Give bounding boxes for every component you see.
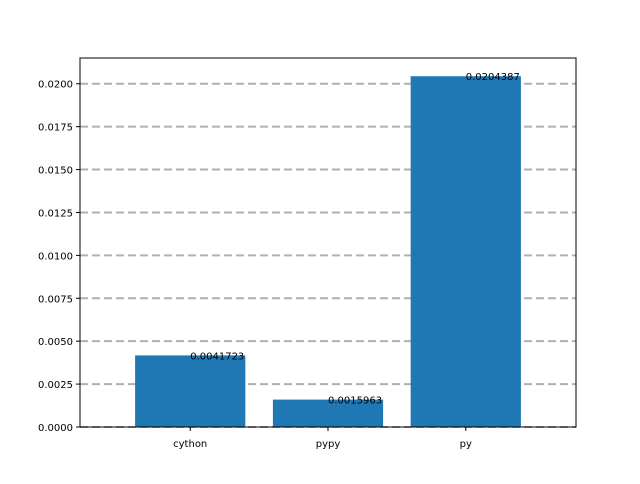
- y-tick-label: 0.0200: [38, 80, 73, 91]
- y-tick-label: 0.0100: [38, 251, 73, 262]
- data-labels: 0.0041723 0.0015963 0.0204387: [190, 72, 520, 406]
- bar-py: [410, 76, 521, 427]
- x-tick-label: pypy: [316, 439, 341, 450]
- y-tick-label: 0.0025: [38, 380, 73, 391]
- bar-pypy: [272, 399, 384, 427]
- x-axis-ticks: cython pypy py: [173, 427, 472, 450]
- data-label-cython: 0.0041723: [190, 351, 244, 362]
- y-tick-label: 0.0075: [38, 294, 73, 305]
- y-axis-ticks: 0.0000 0.0025 0.0050 0.0075 0.0100 0.0125 0.01…: [38, 80, 80, 434]
- x-tick-label: py: [460, 439, 472, 450]
- bar-cython: [135, 355, 246, 427]
- data-label-pypy: 0.0015963: [328, 396, 382, 407]
- y-tick-label: 0.0150: [38, 166, 73, 177]
- bars: [135, 76, 521, 427]
- y-tick-label: 0.0050: [38, 337, 73, 348]
- y-tick-label: 0.0175: [38, 123, 73, 134]
- y-tick-label: 0.0000: [38, 423, 73, 434]
- y-tick-label: 0.0125: [38, 208, 73, 219]
- data-label-py: 0.0204387: [466, 72, 520, 83]
- x-tick-label: cython: [173, 439, 207, 450]
